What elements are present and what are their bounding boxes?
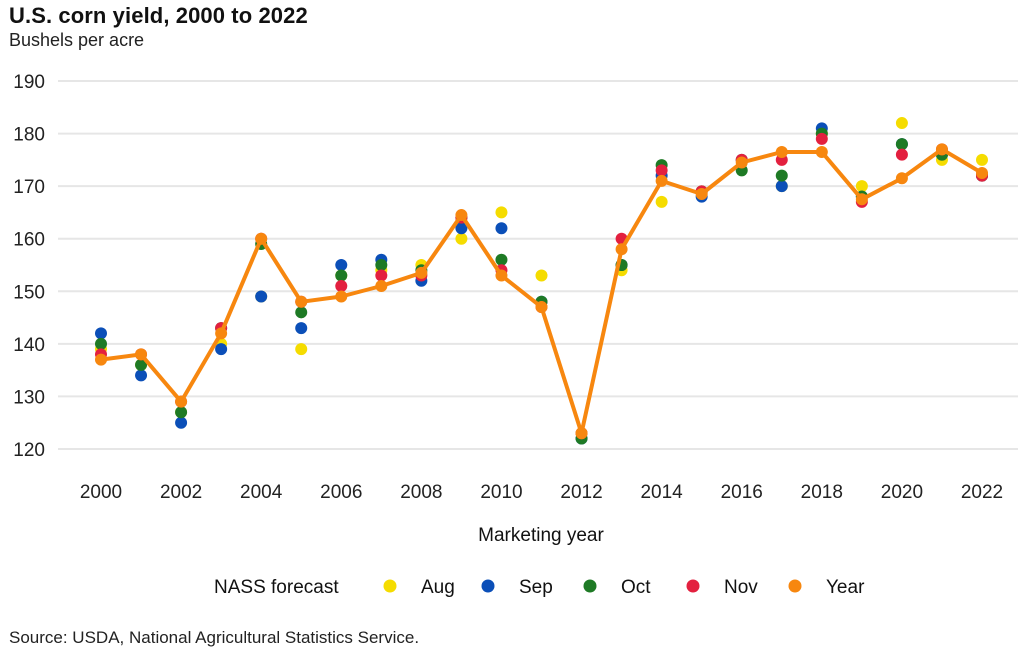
x-tick-label: 2012 [560, 482, 602, 503]
point-year [295, 295, 308, 308]
legend-title: NASS forecast [214, 577, 339, 598]
legend-label-aug: Aug [421, 577, 455, 598]
point-aug [455, 232, 468, 245]
point-sep [175, 416, 188, 429]
point-oct [775, 169, 788, 182]
point-year [375, 280, 388, 293]
point-oct [175, 406, 188, 419]
point-year [255, 232, 268, 245]
legend-swatch-oct [583, 579, 597, 593]
y-tick-label: 160 [13, 230, 45, 251]
legend-label-nov: Nov [724, 577, 758, 598]
point-year [976, 167, 988, 179]
point-aug [295, 343, 308, 356]
point-sep [775, 180, 788, 193]
x-tick-label: 2008 [400, 482, 442, 503]
gridlines [58, 80, 1018, 450]
point-oct [295, 306, 308, 319]
point-year [735, 156, 748, 169]
x-tick-label: 2004 [240, 482, 283, 503]
point-oct [95, 337, 107, 350]
y-tick-label: 120 [13, 440, 45, 461]
point-nov [375, 269, 388, 282]
legend-swatch-aug [383, 579, 397, 593]
point-aug [655, 195, 668, 208]
y-tick-label: 150 [13, 282, 45, 303]
point-sep [255, 290, 268, 303]
point-aug [895, 117, 908, 130]
point-year [175, 395, 188, 408]
point-aug [976, 153, 988, 166]
x-tick-label: 2014 [640, 482, 683, 503]
x-axis-label: Marketing year [478, 525, 604, 546]
point-year [535, 301, 548, 314]
point-year [95, 353, 107, 366]
x-tick-label: 2000 [80, 482, 122, 503]
source-note: Source: USDA, National Agricultural Stat… [9, 628, 420, 647]
point-sep [335, 259, 348, 271]
y-tick-label: 140 [13, 335, 45, 356]
point-year [335, 290, 348, 303]
chart-title: U.S. corn yield, 2000 to 2022 [9, 3, 308, 28]
point-aug [855, 180, 868, 193]
y-tick-label: 130 [13, 387, 45, 408]
point-year [495, 269, 508, 282]
point-year [215, 327, 228, 340]
point-sep [295, 322, 308, 335]
point-nov [815, 132, 828, 145]
year-line-series [95, 143, 988, 440]
point-aug [495, 206, 508, 219]
point-oct [495, 253, 508, 266]
point-sep [495, 222, 508, 235]
point-year [775, 145, 788, 158]
legend-label-year: Year [826, 577, 865, 598]
x-tick-label: 2010 [480, 482, 522, 503]
point-nov [335, 280, 348, 293]
point-oct [375, 259, 388, 271]
point-year [855, 193, 868, 206]
legend-label-oct: Oct [621, 577, 651, 598]
point-aug [535, 269, 548, 282]
point-oct [895, 138, 908, 151]
x-tick-label: 2020 [881, 482, 923, 503]
x-axis-tick-labels: 2000 2002 2004 2006 2008 2010 2012 2014 2016 2018… [80, 482, 1003, 503]
point-year [815, 145, 828, 158]
x-tick-label: 2018 [801, 482, 843, 503]
y-tick-label: 190 [13, 72, 45, 93]
legend-swatch-sep [481, 579, 495, 593]
point-oct [335, 269, 348, 282]
point-nov [655, 164, 668, 177]
legend-swatch-year [788, 579, 802, 593]
legend-label-sep: Sep [519, 577, 553, 598]
point-year [615, 243, 628, 256]
legend: NASS forecast Aug Sep Oct Nov Year [214, 577, 865, 598]
legend-swatch-nov [686, 579, 700, 593]
point-year [455, 209, 468, 222]
point-year [695, 188, 708, 201]
point-oct [135, 358, 148, 371]
point-year [135, 348, 148, 361]
chart-subtitle: Bushels per acre [9, 30, 145, 50]
y-tick-label: 180 [13, 125, 45, 146]
point-year [415, 266, 428, 279]
forecast-points [95, 117, 988, 445]
x-tick-label: 2002 [160, 482, 202, 503]
point-year [895, 172, 908, 185]
point-year [935, 143, 948, 156]
point-sep [135, 369, 148, 382]
point-year [575, 427, 588, 440]
point-nov [895, 148, 908, 161]
y-tick-label: 170 [13, 177, 45, 198]
x-tick-label: 2006 [320, 482, 362, 503]
y-axis-tick-labels: 120 130 140 150 160 170 180 190 [13, 72, 45, 461]
x-tick-label: 2016 [721, 482, 763, 503]
point-year [655, 174, 668, 187]
point-sep [95, 327, 107, 340]
point-sep [455, 222, 468, 235]
x-tick-label: 2022 [961, 482, 1003, 503]
point-sep [215, 343, 228, 356]
